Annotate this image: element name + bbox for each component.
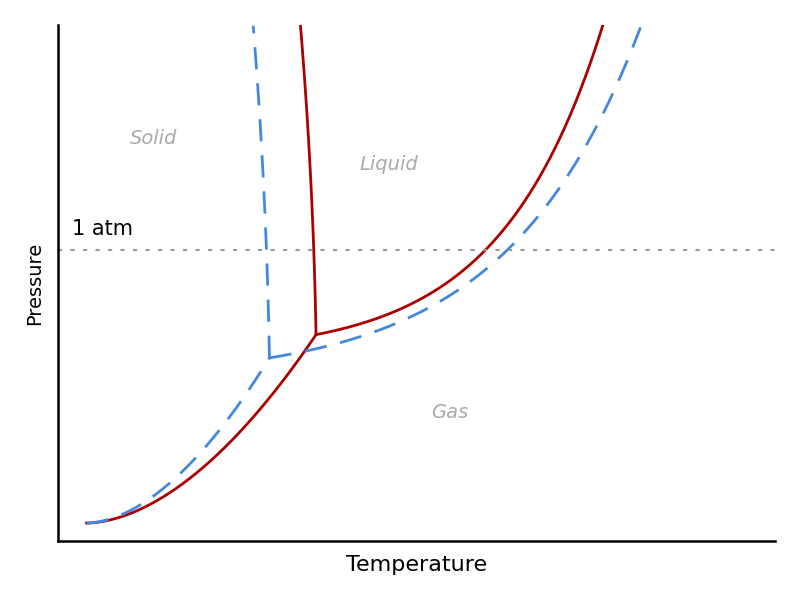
- Text: Gas: Gas: [430, 403, 468, 422]
- X-axis label: Temperature: Temperature: [346, 555, 487, 575]
- Text: 1 atm: 1 atm: [72, 219, 134, 239]
- Text: Solid: Solid: [130, 129, 177, 148]
- Y-axis label: Pressure: Pressure: [25, 241, 44, 325]
- Text: Liquid: Liquid: [359, 155, 418, 174]
